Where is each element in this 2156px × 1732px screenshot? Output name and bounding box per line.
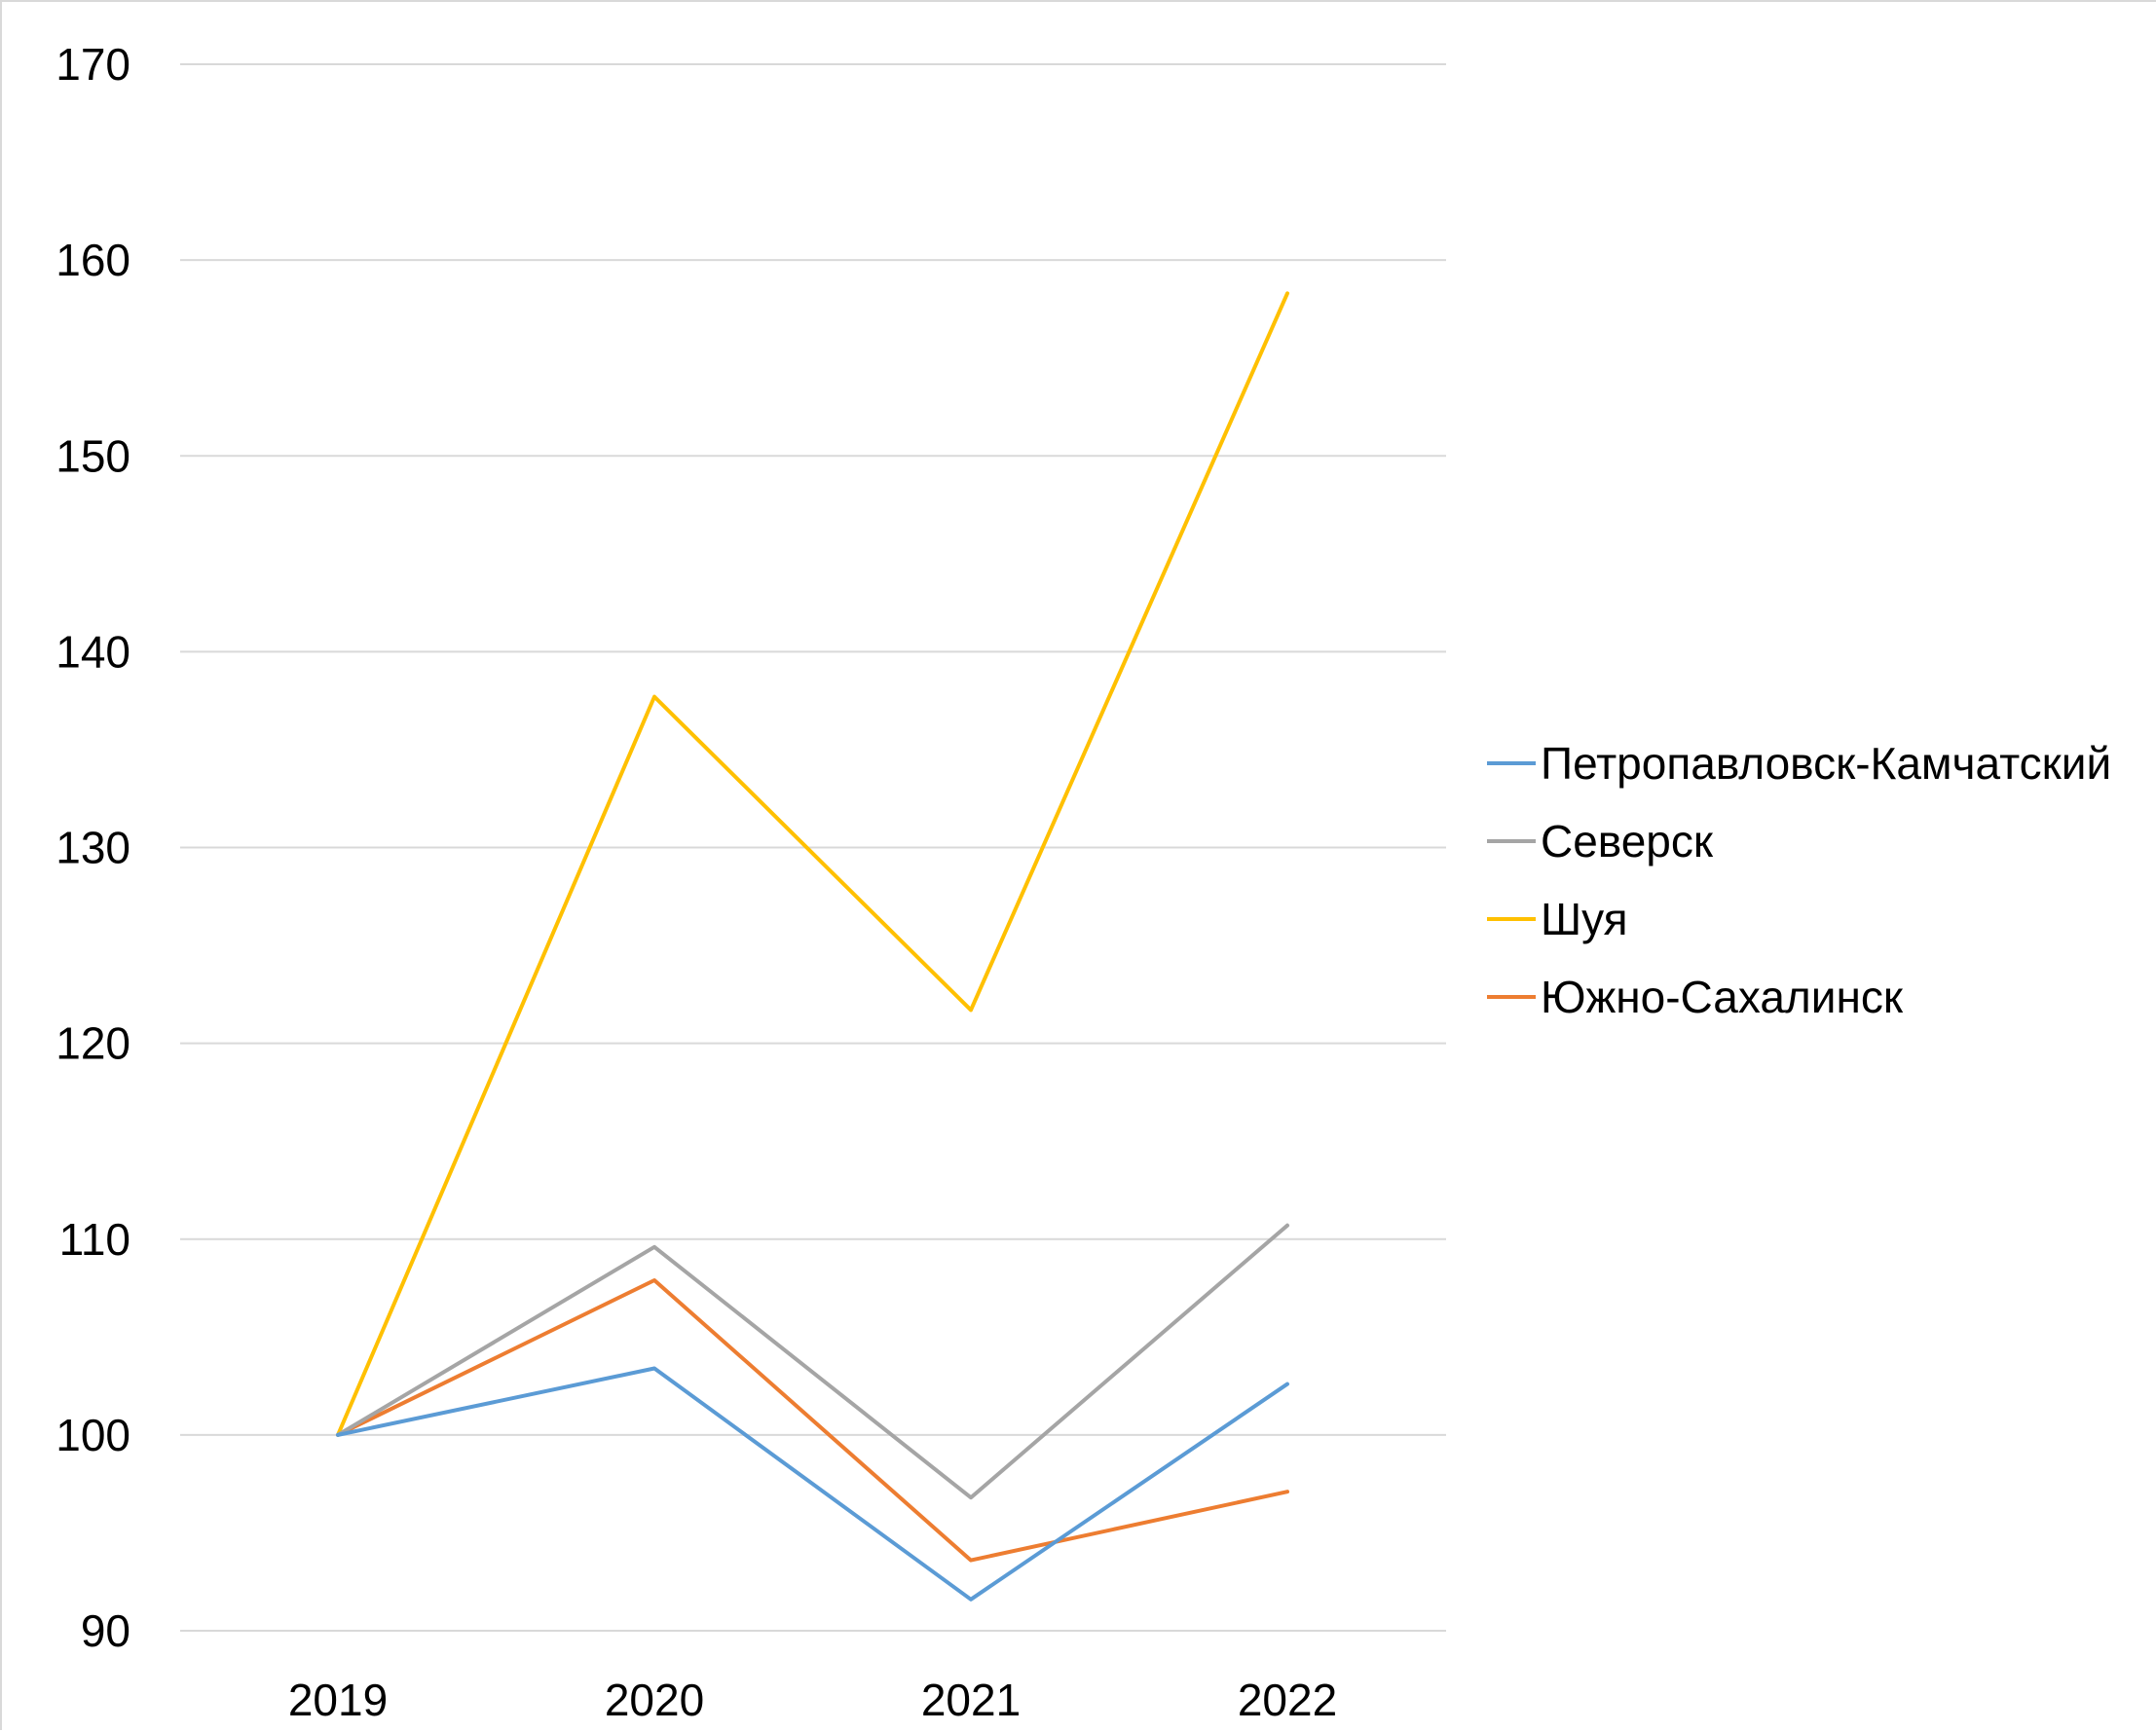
x-axis-ticks: 2019 2020 2021 2022 <box>288 1675 1337 1725</box>
series-line-0 <box>336 1366 1289 1602</box>
gridlines <box>180 63 1446 1632</box>
series-line-2 <box>336 291 1289 1437</box>
y-tick-label: 110 <box>59 1214 130 1265</box>
x-tick-label: 2019 <box>288 1675 388 1725</box>
legend-label-3: Южно-Сахалинск <box>1541 972 1904 1022</box>
y-tick-label: 140 <box>56 626 130 677</box>
x-tick-label: 2021 <box>921 1675 1021 1725</box>
legend-label-2: Шуя <box>1541 894 1628 944</box>
y-tick-label: 150 <box>56 430 130 481</box>
y-tick-label: 170 <box>56 39 130 90</box>
legend-label-1: Северск <box>1541 816 1714 866</box>
legend-label-0: Петропавловск-Камчатский <box>1541 738 2111 789</box>
y-axis-ticks: 90 100 110 120 130 140 150 160 170 <box>56 39 130 1656</box>
x-tick-label: 2022 <box>1238 1675 1337 1725</box>
series-line-3 <box>336 1277 1289 1563</box>
series-lines <box>336 291 1289 1602</box>
y-tick-label: 130 <box>56 823 130 873</box>
y-tick-label: 90 <box>81 1605 130 1656</box>
y-tick-label: 100 <box>56 1410 130 1460</box>
y-tick-label: 160 <box>56 235 130 285</box>
series-line-1 <box>336 1223 1289 1500</box>
legend: Петропавловск-Камчатский Северск Шуя Южно-С… <box>1487 738 2111 1022</box>
y-tick-label: 120 <box>56 1018 130 1069</box>
x-tick-label: 2020 <box>605 1675 704 1725</box>
